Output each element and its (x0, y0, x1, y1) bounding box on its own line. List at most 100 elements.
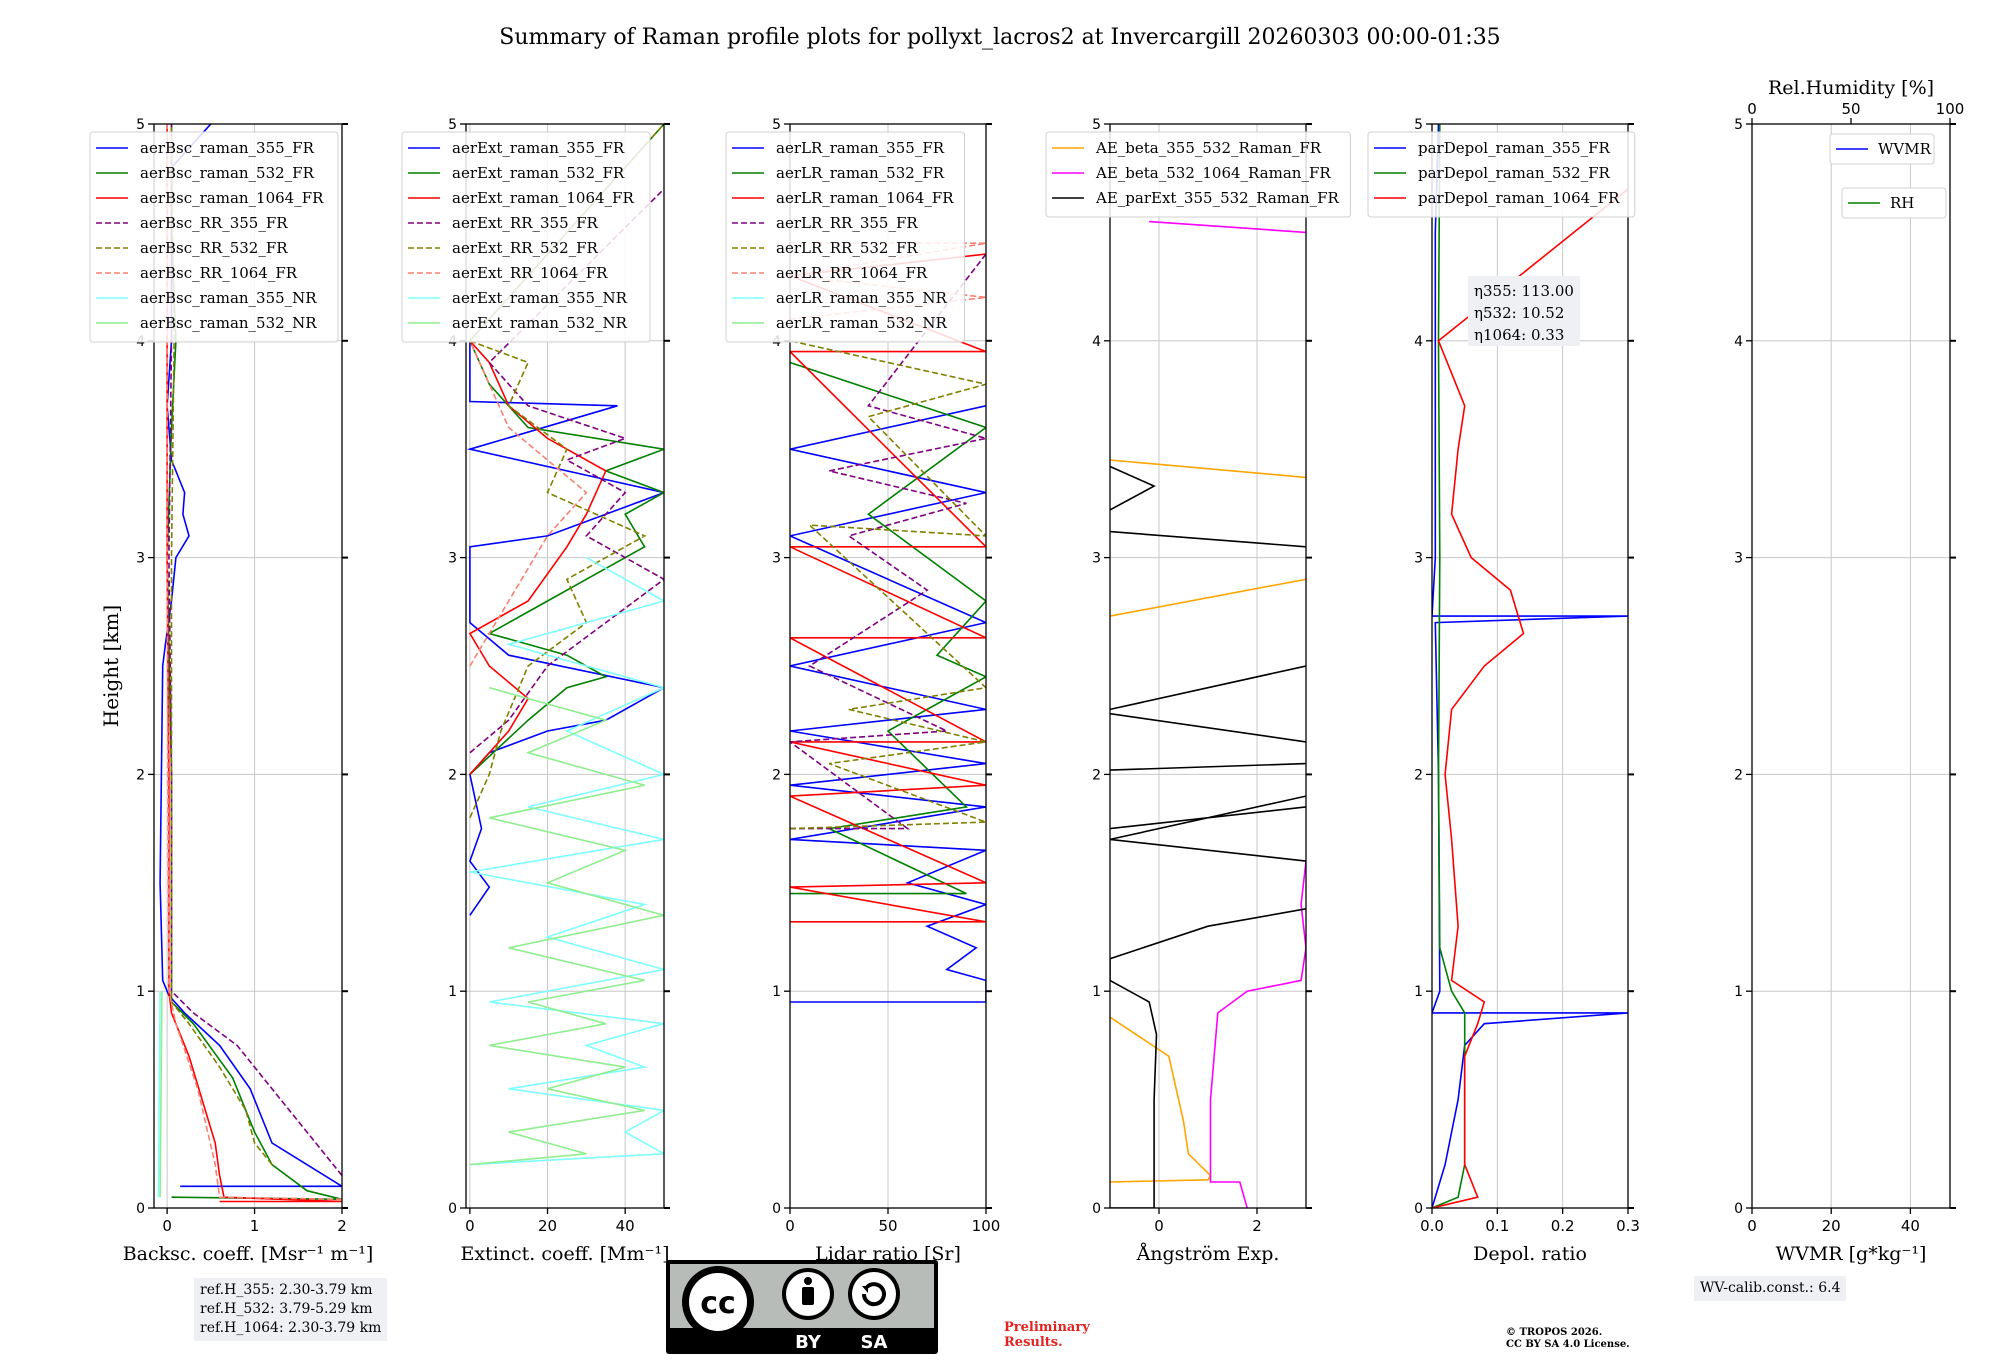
legend: AE_beta_355_532_Raman_FR AE_beta_532_1064… (1045, 131, 1351, 218)
legend-box (1045, 131, 1351, 218)
legend-RH: RH (1841, 187, 1947, 219)
copyright-note: © TROPOS 2026. CC BY SA 4.0 License. (1506, 1327, 1630, 1351)
legend-WVMR: WVMR (1829, 133, 1935, 165)
series-line-aerExt_raman_532_FR (468, 124, 664, 775)
copyright-line-2: CC BY SA 4.0 License. (1506, 1339, 1630, 1350)
x-axis-label: Extinct. coeff. [Mm⁻¹] (460, 1243, 669, 1265)
series-line-aerBsc_raman_532_NR (159, 991, 163, 1198)
legend-label: aerExt_RR_1064_FR (452, 264, 608, 282)
series-line-aerExt_RR_532_FR (468, 124, 664, 819)
y-tick-label: 5 (136, 117, 145, 133)
x-axis-label: Depol. ratio (1473, 1243, 1587, 1265)
share-alike-icon (848, 1268, 900, 1320)
legend-label: aerLR_raman_355_NR (776, 289, 947, 307)
legend-label: AE_beta_532_1064_Raman_FR (1095, 164, 1331, 182)
legend-label: parDepol_raman_1064_FR (1418, 189, 1620, 207)
x-tick-label: 0 (1154, 1217, 1164, 1235)
x-tick-label: 2 (337, 1217, 347, 1235)
series-line-aerBsc_raman_355_FR (159, 124, 342, 1188)
series-group (157, 124, 342, 1203)
eta-line: η532: 10.52 (1474, 304, 1564, 322)
y-tick-label: 1 (1414, 984, 1423, 1000)
y-tick-label: 1 (772, 984, 781, 1000)
series-line-parDepol_raman_355_FR (1432, 124, 1628, 1208)
top-x-tick-label: 0 (1747, 100, 1757, 118)
copyright-line-1: © TROPOS 2026. (1506, 1327, 1603, 1338)
figure-title: Summary of Raman profile plots for polly… (499, 25, 1500, 50)
attribution-icon (782, 1268, 834, 1320)
y-tick-label: 0 (1092, 1201, 1101, 1217)
legend: aerExt_raman_355_FR aerExt_raman_532_FRae… (401, 131, 651, 343)
y-tick-label: 4 (1414, 334, 1423, 350)
legend-label: aerExt_raman_355_NR (452, 289, 628, 307)
x-axis-label: Lidar ratio [Sr] (815, 1243, 961, 1265)
x-axis-label: WVMR [g*kg⁻¹] (1776, 1243, 1927, 1265)
x-tick-label: 2 (1252, 1217, 1262, 1235)
legend-label: aerLR_raman_532_NR (776, 314, 947, 332)
y-tick-label: 0 (772, 1201, 781, 1217)
y-tick-label: 5 (1414, 117, 1423, 133)
series-line-aerBsc_RR_1064_FR (166, 124, 342, 1201)
x-tick-label: 1 (250, 1217, 260, 1235)
top-x-axis-label: Rel.Humidity [%] (1768, 77, 1934, 99)
axes-frame (465, 123, 665, 1209)
y-tick-label: 2 (1734, 767, 1743, 783)
legend-label: aerExt_RR_532_FR (452, 239, 599, 257)
axes-frame (1109, 123, 1307, 1209)
legend-label: aerBsc_raman_1064_FR (140, 189, 324, 207)
legend-label: aerLR_RR_355_FR (776, 214, 918, 232)
refh-355: ref.H_355: 2.30-3.79 km (200, 1282, 373, 1298)
series-group (1110, 220, 1306, 1208)
y-tick-label: 2 (772, 767, 781, 783)
y-tick-label: 3 (772, 551, 781, 567)
legend-box (1829, 133, 1935, 165)
legend-label: aerLR_RR_532_FR (776, 239, 918, 257)
preliminary-line-1: Preliminary (1004, 1320, 1090, 1335)
y-tick-label: 0 (136, 1201, 145, 1217)
refh-532: ref.H_532: 3.79-5.29 km (200, 1301, 373, 1317)
series-line-aerLR_RR_532_FR (790, 340, 986, 830)
legend-label: aerBsc_RR_1064_FR (140, 264, 298, 282)
y-tick-label: 3 (448, 551, 457, 567)
eta-line: η355: 113.00 (1474, 282, 1574, 300)
panel-depol: 0 1 2 3 4 5 0.0 0.1 0.2 0.3 Depol. ratio parDepol_r… (1367, 117, 1640, 1265)
eta-line: η1064: 0.33 (1474, 326, 1564, 344)
top-x-tick-label: 50 (1841, 100, 1860, 118)
y-tick-label: 0 (448, 1201, 457, 1217)
legend-label: aerExt_raman_532_FR (452, 164, 625, 182)
panel-bsc: 012345012Backsc. coeff. [Msr⁻¹ m⁻¹]aerBs… (89, 117, 373, 1265)
x-axis-label: Ångström Exp. (1136, 1243, 1280, 1265)
series-line-aerLR_raman_355_FR (790, 405, 986, 1003)
legend-label: aerExt_raman_355_FR (452, 139, 625, 157)
legend-label: aerExt_raman_1064_FR (452, 189, 634, 207)
legend-label: aerBsc_RR_355_FR (140, 214, 288, 232)
legend-label: AE_beta_355_532_Raman_FR (1095, 139, 1322, 157)
y-tick-label: 5 (772, 117, 781, 133)
legend-label: parDepol_raman_355_FR (1418, 139, 1611, 157)
series-line-aerBsc_raman_532_FR (166, 124, 342, 1201)
legend-label: RH (1890, 194, 1914, 212)
reference-heights-box: ref.H_355: 2.30-3.79 km ref.H_532: 3.79-… (194, 1278, 388, 1341)
x-tick-label: 0 (162, 1217, 172, 1235)
wv-calib-box: WV-calib.const.: 6.4 (1694, 1276, 1847, 1301)
legend-box (1367, 131, 1636, 218)
y-tick-label: 3 (1734, 551, 1743, 567)
legend-label: aerLR_raman_532_FR (776, 164, 945, 182)
cc-sa-label: SA (861, 1332, 888, 1353)
series-line-aerBsc_RR_355_FR (168, 124, 342, 1177)
legend-label: aerBsc_raman_532_FR (140, 164, 315, 182)
series-line-parDepol_raman_1064_FR (1432, 188, 1628, 1208)
series-line-aerLR_RR_355_FR (790, 253, 986, 830)
panel-lr: 012345050100Lidar ratio [Sr]aerLR_raman_… (725, 117, 1000, 1265)
legend-label: aerExt_raman_532_NR (452, 314, 628, 332)
legend-label: aerLR_RR_1064_FR (776, 264, 928, 282)
x-tick-label: 50 (878, 1217, 897, 1235)
legend-box (401, 131, 651, 343)
series-group (790, 242, 986, 1003)
y-tick-label: 1 (448, 984, 457, 1000)
series-line-AE_beta_532_1064_Raman_FR (1149, 220, 1306, 1208)
legend: parDepol_raman_355_FR parDepol_raman_532_… (1367, 131, 1636, 218)
series-line-aerLR_raman_532_FR (790, 361, 986, 895)
y-tick-label: 2 (1092, 767, 1101, 783)
